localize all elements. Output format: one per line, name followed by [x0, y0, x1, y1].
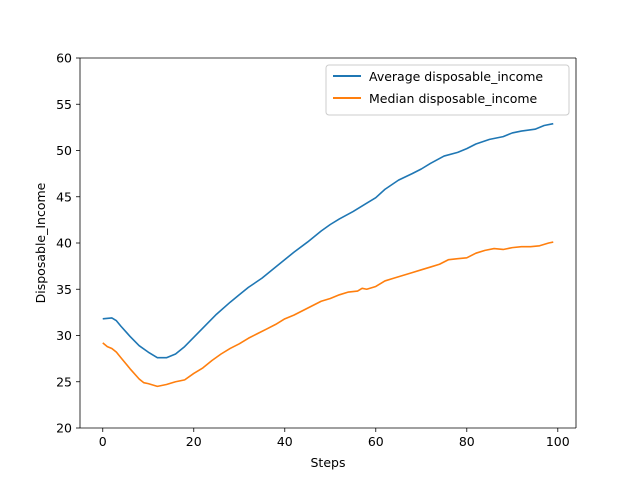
series-line-median	[102, 241, 554, 388]
series-line-average	[102, 122, 554, 359]
x-axis-ticks: 0 20 40 60 80 100	[99, 428, 570, 449]
x-tick-label: 100	[546, 434, 570, 449]
y-tick-label: 35	[56, 282, 72, 297]
y-tick-label: 25	[56, 374, 72, 389]
legend-label-average: Average disposable_income	[369, 69, 543, 84]
x-tick-label: 0	[99, 434, 107, 449]
legend-box	[325, 64, 570, 116]
x-tick-label: 20	[186, 434, 202, 449]
x-tick-label: 60	[368, 434, 384, 449]
y-tick-label: 45	[56, 189, 72, 204]
y-axis-label: Disposable_Income	[33, 182, 48, 303]
y-tick-label: 60	[56, 51, 72, 66]
x-tick-label: 40	[277, 434, 293, 449]
x-axis-label: Steps	[311, 455, 346, 470]
y-tick-label: 50	[56, 143, 72, 158]
y-tick-label: 40	[56, 236, 72, 251]
series-layer	[102, 122, 554, 388]
legend-label-median: Median disposable_income	[369, 91, 538, 106]
legend: Average disposable_income Median disposa…	[325, 64, 570, 116]
y-tick-label: 55	[56, 97, 72, 112]
y-tick-label: 20	[56, 421, 72, 436]
plot-area	[80, 58, 576, 428]
y-tick-label: 30	[56, 328, 72, 343]
x-tick-label: 80	[459, 434, 475, 449]
y-axis-ticks: 20 25 30 35 40 45 50 55 60	[56, 51, 80, 436]
